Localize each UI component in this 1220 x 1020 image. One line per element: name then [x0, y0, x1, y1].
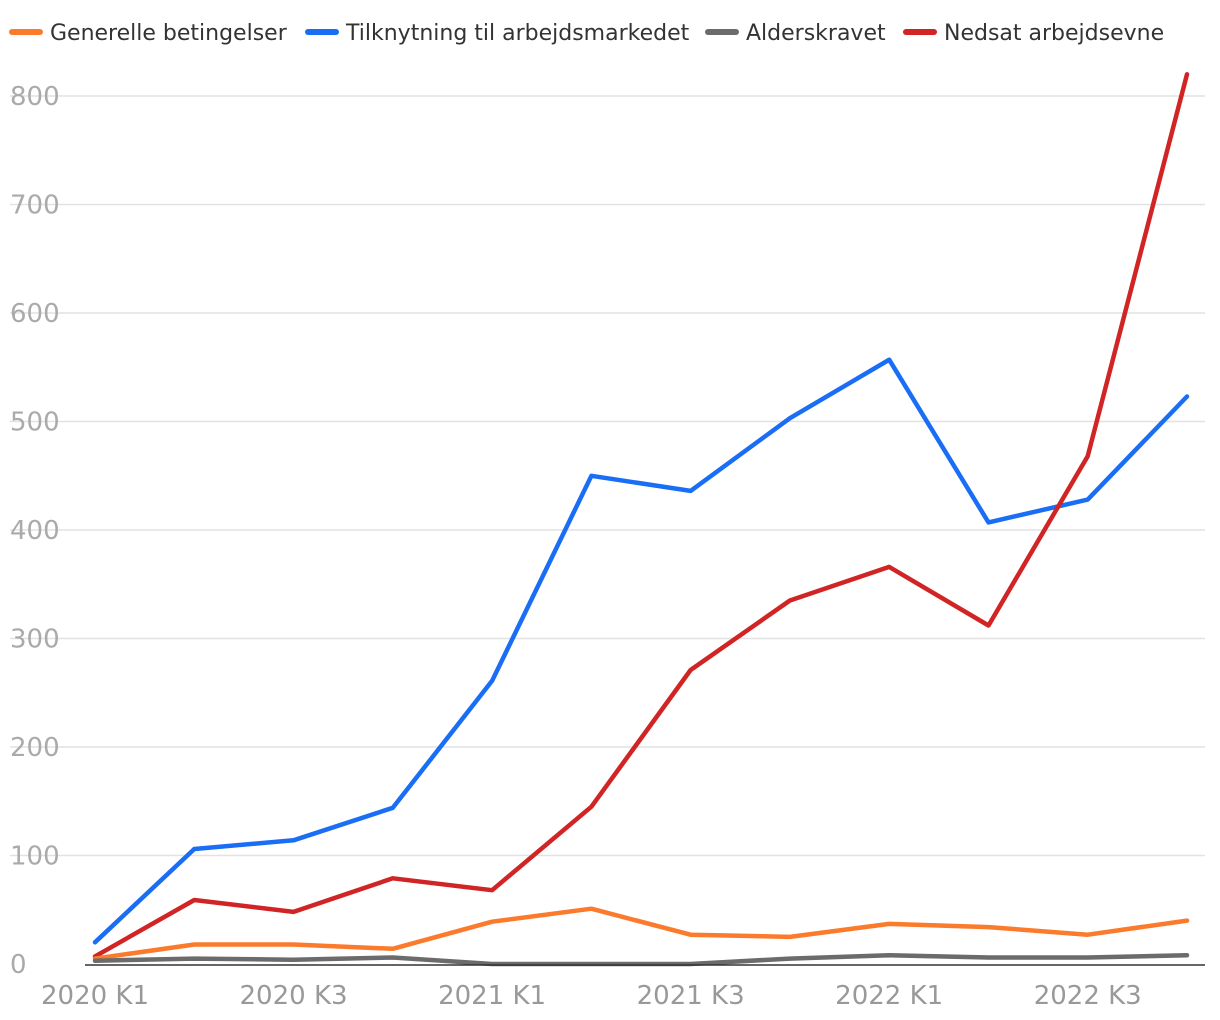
x-axis-ticks: 2020 K1 2020 K3 2021 K1 2021 K3 2022 K1 2022 … — [41, 981, 1142, 1011]
legend-item: Alderskravet — [705, 21, 886, 46]
legend-item: Nedsat arbejdsevne — [903, 21, 1164, 46]
legend: Generelle betingelser Tilknytning til arb… — [9, 21, 1164, 46]
series-line-alderskravet — [92, 953, 1190, 967]
x-tick-label: 2020 K1 — [41, 981, 149, 1011]
y-tick-label: 400 — [10, 516, 60, 546]
x-tick-label: 2022 K3 — [1034, 981, 1142, 1011]
x-tick-label: 2020 K3 — [240, 981, 348, 1011]
legend-label: Nedsat arbejdsevne — [944, 21, 1164, 46]
y-tick-label: 700 — [10, 191, 60, 221]
x-tick-label: 2021 K1 — [438, 981, 546, 1011]
legend-label: Tilknytning til arbejdsmarkedet — [345, 21, 690, 46]
y-tick-label: 0 — [10, 950, 27, 980]
y-tick-label: 200 — [10, 733, 60, 763]
legend-label: Generelle betingelser — [50, 21, 288, 46]
legend-item: Generelle betingelser — [9, 21, 288, 46]
series-line-generelle-betingelser — [92, 906, 1190, 961]
series-line-nedsat-arbejdsevne — [92, 72, 1190, 959]
x-tick-label: 2021 K3 — [637, 981, 745, 1011]
y-tick-label: 100 — [10, 842, 60, 872]
x-tick-label: 2022 K1 — [835, 981, 943, 1011]
gridlines — [10, 95, 1205, 857]
y-tick-label: 600 — [10, 299, 60, 329]
legend-item: Tilknytning til arbejdsmarkedet — [305, 21, 690, 46]
y-tick-label: 500 — [10, 408, 60, 438]
y-tick-label: 300 — [10, 625, 60, 655]
series-line-tilknytning-til-arbejdsmarkedet — [92, 357, 1190, 945]
y-axis-ticks: 0 100 200 300 400 500 600 700 800 — [10, 82, 60, 980]
series-lines — [92, 72, 1190, 967]
y-tick-label: 800 — [10, 82, 60, 112]
legend-label: Alderskravet — [746, 21, 886, 46]
